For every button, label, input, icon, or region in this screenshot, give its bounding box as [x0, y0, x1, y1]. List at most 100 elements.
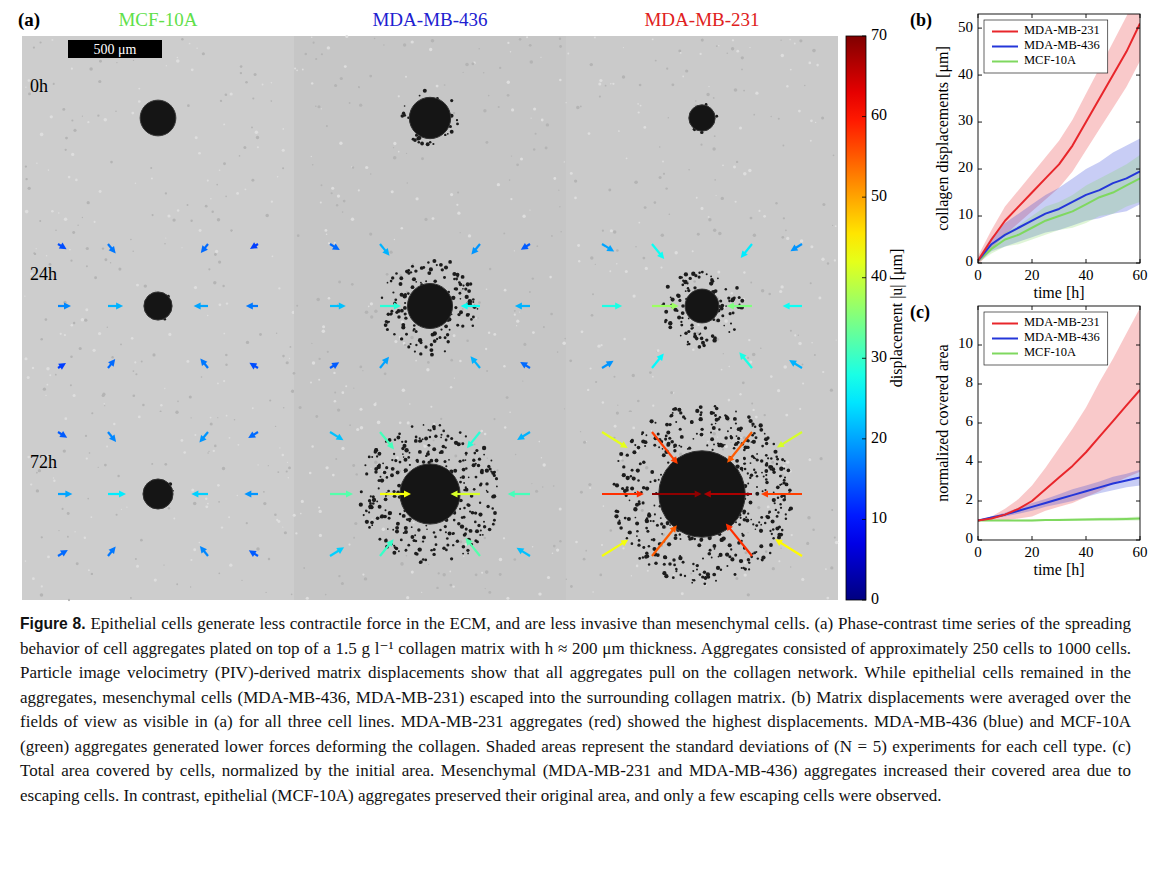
- texture-dot: [407, 421, 410, 424]
- cell-dot: [432, 447, 436, 451]
- texture-dot: [365, 166, 368, 169]
- texture-dot: [302, 69, 304, 71]
- cell-dot: [753, 432, 756, 435]
- texture-dot: [430, 406, 432, 408]
- texture-dot: [70, 384, 72, 386]
- cell-dot: [699, 417, 703, 421]
- texture-dot: [454, 377, 455, 378]
- texture-dot: [590, 367, 592, 369]
- image-background: [294, 224, 566, 412]
- texture-dot: [433, 439, 435, 441]
- texture-dot: [218, 572, 220, 574]
- texture-dot: [475, 317, 477, 319]
- cell-dot: [676, 309, 678, 311]
- cell-dot: [456, 539, 459, 542]
- cell-dot: [404, 317, 407, 320]
- arrow-head: [789, 360, 797, 367]
- cell-dot: [405, 550, 407, 552]
- cell-dot: [391, 276, 394, 279]
- texture-dot: [65, 137, 68, 140]
- arrow-shaft: [330, 305, 340, 307]
- cell-dot: [453, 469, 457, 473]
- image-background: [566, 412, 838, 600]
- texture-dot: [592, 293, 594, 295]
- cell-dot: [661, 533, 663, 535]
- texture-dot: [649, 371, 652, 374]
- cell-dot: [407, 456, 410, 459]
- texture-dot: [496, 469, 498, 471]
- arrow-head: [199, 435, 206, 443]
- displacement-arrow: [380, 491, 411, 498]
- texture-dot: [181, 38, 184, 41]
- texture-dot: [86, 247, 89, 250]
- texture-dot: [236, 192, 239, 195]
- texture-dot: [645, 267, 648, 270]
- cell-dot: [485, 469, 489, 473]
- texture-dot: [515, 454, 517, 456]
- cell-dot: [459, 310, 463, 314]
- texture-dot: [351, 218, 354, 221]
- texture-dot: [25, 165, 27, 167]
- texture-dot: [286, 361, 289, 364]
- texture-dot: [411, 571, 414, 574]
- cell-dot: [675, 570, 677, 572]
- cell-dot: [658, 479, 660, 481]
- arrow-shaft: [743, 357, 752, 368]
- texture-dot: [223, 380, 225, 382]
- cell-dot: [465, 295, 469, 299]
- texture-dot: [562, 341, 566, 345]
- cell-dot: [376, 500, 378, 502]
- texture-dot: [217, 382, 219, 384]
- texture-dot: [151, 463, 153, 465]
- texture-dot: [750, 217, 753, 220]
- texture-dot: [529, 44, 532, 47]
- texture-dot: [176, 59, 180, 63]
- texture-dot: [91, 573, 93, 575]
- texture-dot: [410, 336, 413, 339]
- texture-dot: [252, 97, 254, 99]
- cell-dot: [777, 511, 779, 513]
- texture-dot: [77, 225, 78, 226]
- texture-dot: [389, 251, 392, 254]
- texture-dot: [64, 217, 67, 220]
- texture-dot: [636, 450, 639, 453]
- cell-dot: [440, 434, 442, 436]
- texture-dot: [519, 38, 522, 41]
- texture-dot: [402, 388, 406, 392]
- texture-dot: [394, 239, 395, 240]
- cell-dot: [431, 353, 434, 356]
- cell-dot: [448, 459, 450, 461]
- cell-dot: [637, 544, 640, 547]
- cell-dot: [761, 472, 763, 474]
- texture-dot: [84, 319, 87, 322]
- texture-dot: [588, 132, 591, 135]
- cell-dot: [638, 557, 641, 560]
- texture-dot: [415, 531, 416, 532]
- texture-dot: [499, 573, 502, 576]
- cell-dot: [474, 511, 477, 514]
- texture-dot: [284, 531, 287, 534]
- texture-dot: [130, 597, 132, 599]
- column-title: MDA-MB-231: [644, 9, 759, 30]
- texture-dot: [99, 190, 102, 193]
- cell-dot: [709, 281, 713, 285]
- texture-dot: [429, 48, 432, 51]
- texture-dot: [118, 268, 121, 271]
- cell-dot: [411, 526, 413, 528]
- cell-dot: [733, 328, 736, 331]
- cell-dot: [771, 533, 773, 535]
- texture-dot: [506, 396, 509, 399]
- cell-dot: [480, 469, 484, 473]
- texture-dot: [503, 365, 506, 368]
- cell-dot: [449, 329, 451, 331]
- cell-dot: [390, 310, 393, 313]
- texture-dot: [51, 39, 53, 41]
- cell-dot: [479, 534, 481, 536]
- cell-dot: [720, 304, 724, 308]
- texture-dot: [570, 172, 573, 175]
- cell-dot: [386, 328, 389, 331]
- cell-dot: [458, 281, 461, 284]
- texture-dot: [277, 520, 280, 523]
- texture-dot: [771, 116, 772, 117]
- texture-dot: [712, 147, 715, 150]
